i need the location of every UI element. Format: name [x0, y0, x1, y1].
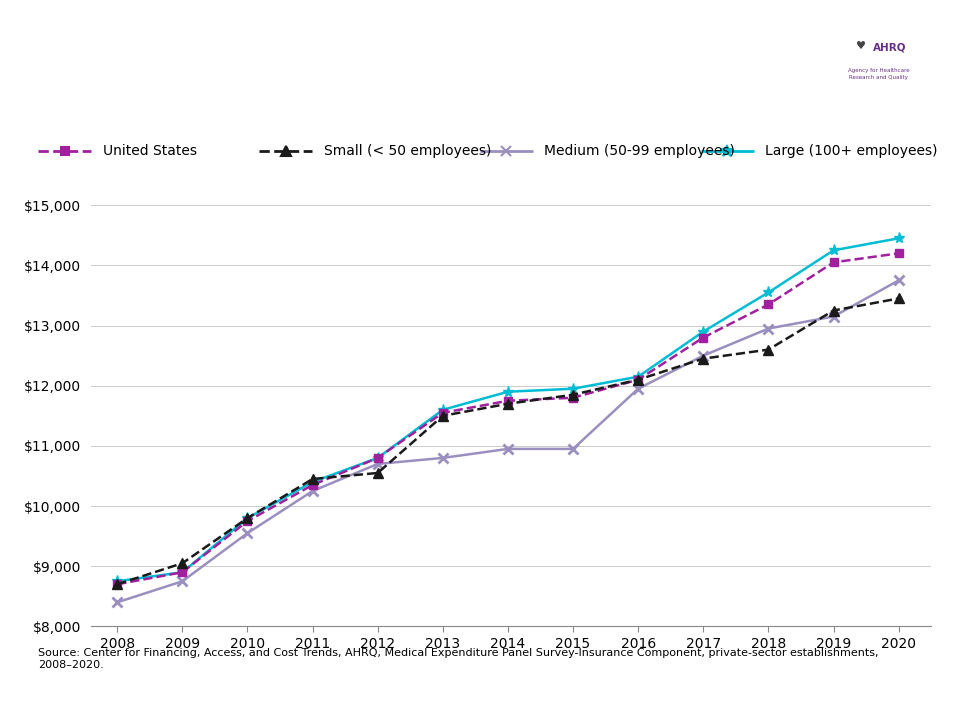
Text: Agency for Healthcare
Research and Quality: Agency for Healthcare Research and Quali…	[848, 68, 909, 79]
Ellipse shape	[804, 6, 952, 108]
Text: private-sector employee, overall and by firm size, 2008–2020: private-sector employee, overall and by …	[88, 73, 737, 91]
Text: AHRQ: AHRQ	[874, 42, 906, 53]
Text: Medium (50-99 employees): Medium (50-99 employees)	[544, 144, 735, 158]
Text: Figure 7. Average total employee-plus-one premium per enrolled: Figure 7. Average total employee-plus-on…	[68, 30, 757, 49]
Text: United States: United States	[103, 144, 197, 158]
Text: Source: Center for Financing, Access, and Cost Trends, AHRQ, Medical Expenditure: Source: Center for Financing, Access, an…	[38, 648, 879, 670]
Text: ♥: ♥	[856, 40, 866, 50]
Text: Large (100+ employees): Large (100+ employees)	[765, 144, 938, 158]
Text: Small (< 50 employees): Small (< 50 employees)	[324, 144, 491, 158]
